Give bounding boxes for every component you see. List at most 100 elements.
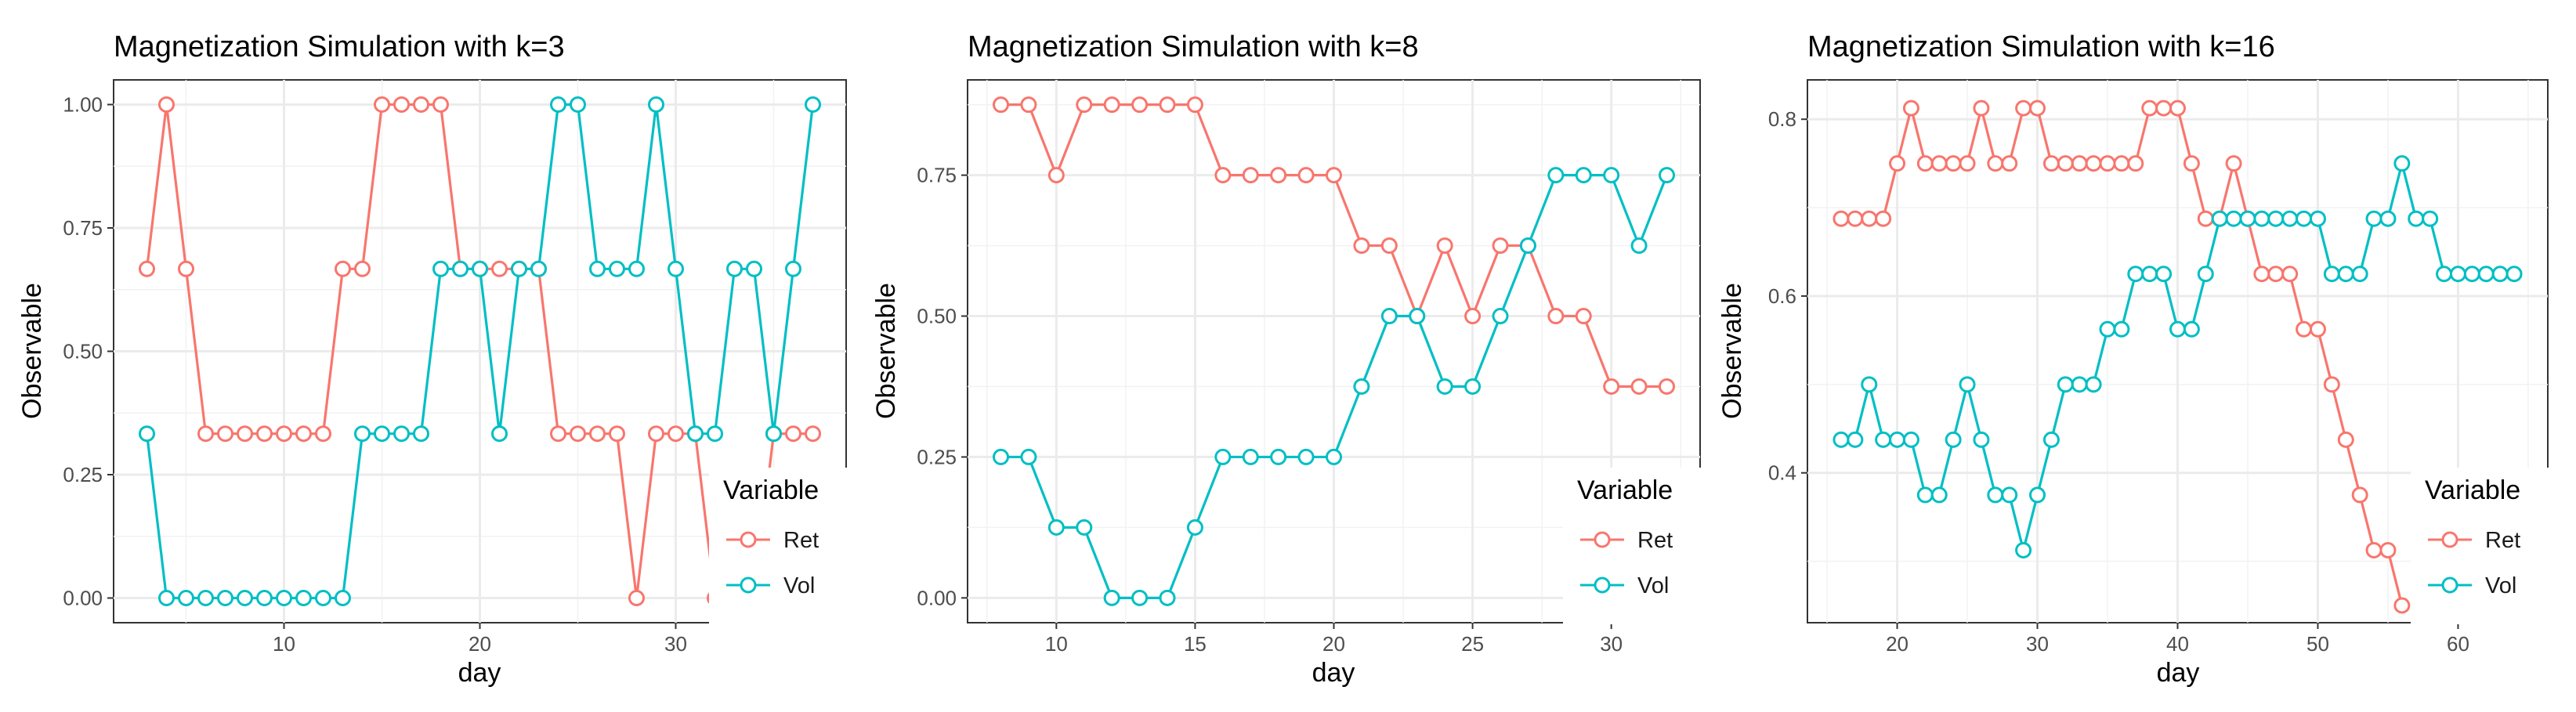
- data-point-ret: [1103, 96, 1120, 114]
- y-tick-label: 0.25: [917, 445, 957, 468]
- y-tick-label: 0.50: [917, 305, 957, 328]
- data-point-ret: [178, 260, 194, 277]
- data-point-vol: [1103, 589, 1120, 606]
- data-point-vol: [1902, 431, 1919, 448]
- data-point-vol: [1987, 486, 2004, 504]
- data-point-ret: [2001, 155, 2018, 172]
- legend-label-vol: Vol: [2485, 573, 2516, 598]
- data-point-vol: [472, 260, 488, 277]
- data-point-vol: [1076, 519, 1093, 536]
- data-point-ret: [2155, 99, 2173, 117]
- data-point-vol: [139, 425, 155, 443]
- chart-title: Magnetization Simulation with k=8: [968, 31, 1419, 63]
- data-point-vol: [295, 590, 312, 606]
- x-tick-label: 50: [2306, 632, 2329, 656]
- data-point-ret: [2281, 266, 2299, 283]
- data-point-vol: [2281, 210, 2299, 227]
- x-ticks: 10 20 30: [273, 623, 687, 656]
- y-tick-label: 0.75: [917, 164, 957, 187]
- data-point-ret: [1973, 99, 1990, 117]
- data-point-vol: [668, 260, 684, 277]
- data-point-vol: [1519, 237, 1536, 255]
- data-point-vol: [1930, 486, 1948, 504]
- legend-label-ret: Ret: [1637, 528, 1673, 553]
- data-point-vol: [276, 590, 292, 606]
- data-point-vol: [2001, 486, 2018, 504]
- x-tick-label: 60: [2447, 632, 2469, 656]
- data-point-vol: [511, 260, 527, 277]
- data-point-ret: [2351, 486, 2368, 504]
- panel-k3: Magnetization Simulation with k=3 10 20 30…: [17, 31, 850, 688]
- data-point-vol: [1833, 431, 1850, 448]
- data-point-vol: [2015, 541, 2032, 558]
- data-point-ret: [1833, 210, 1850, 227]
- data-point-vol: [354, 425, 371, 443]
- data-point-vol: [1847, 431, 1864, 448]
- legend: Variable Ret Vol: [2411, 468, 2552, 624]
- data-point-ret: [2225, 155, 2242, 172]
- data-point-vol: [2225, 210, 2242, 227]
- data-point-vol: [1353, 378, 1370, 395]
- x-tick-label: 15: [1184, 632, 1207, 656]
- data-point-ret: [354, 260, 371, 277]
- y-axis-label: Observable: [17, 283, 47, 419]
- data-point-vol: [1214, 448, 1232, 465]
- data-point-vol: [2422, 210, 2439, 227]
- data-point-ret: [2042, 155, 2060, 172]
- data-point-vol: [2071, 376, 2088, 393]
- data-point-ret: [374, 96, 390, 113]
- data-point-ret: [491, 260, 508, 277]
- legend-label-vol: Vol: [783, 573, 815, 598]
- data-point-ret: [1547, 308, 1565, 325]
- data-point-ret: [432, 96, 449, 113]
- data-point-ret: [2015, 99, 2032, 117]
- data-point-ret: [785, 425, 801, 443]
- x-tick-label: 20: [469, 632, 491, 656]
- y-tick-label: 0.75: [63, 216, 103, 240]
- data-point-ret: [2253, 266, 2270, 283]
- data-point-vol: [2491, 266, 2509, 283]
- data-point-vol: [2463, 266, 2480, 283]
- data-point-vol: [2393, 155, 2411, 172]
- data-point-ret: [1902, 99, 1919, 117]
- data-point-ret: [648, 425, 664, 443]
- data-point-ret: [1861, 210, 1878, 227]
- data-point-ret: [2379, 541, 2397, 558]
- data-point-vol: [1297, 448, 1315, 465]
- data-point-ret: [393, 96, 410, 113]
- data-point-vol: [2296, 210, 2313, 227]
- data-point-ret: [2323, 376, 2340, 393]
- data-point-vol: [2267, 210, 2285, 227]
- data-point-ret: [2141, 99, 2158, 117]
- data-point-vol: [2042, 431, 2060, 448]
- legend-key-vol-point: [740, 576, 757, 594]
- legend-key-ret-point: [2441, 531, 2458, 548]
- data-point-ret: [1242, 167, 1259, 184]
- y-tick-label: 0.4: [1768, 461, 1796, 485]
- y-tick-label: 0.25: [63, 463, 103, 486]
- data-point-vol: [1575, 167, 1592, 184]
- data-point-ret: [2183, 155, 2200, 172]
- data-point-vol: [2211, 210, 2228, 227]
- data-point-vol: [1889, 431, 1906, 448]
- data-point-vol: [2323, 266, 2340, 283]
- data-point-ret: [197, 425, 214, 443]
- x-tick-label: 20: [1886, 632, 1908, 656]
- data-point-ret: [1186, 96, 1203, 114]
- data-point-ret: [1847, 210, 1864, 227]
- data-point-vol: [1875, 431, 1892, 448]
- data-point-ret: [1959, 155, 1976, 172]
- data-point-vol: [628, 260, 645, 277]
- data-point-vol: [2408, 210, 2425, 227]
- data-point-vol: [1945, 431, 1962, 448]
- data-point-ret: [1875, 210, 1892, 227]
- data-point-vol: [1242, 448, 1259, 465]
- chart-title: Magnetization Simulation with k=3: [114, 31, 565, 63]
- data-point-ret: [1659, 378, 1675, 395]
- data-point-vol: [609, 260, 625, 277]
- data-point-vol: [1659, 167, 1675, 184]
- data-point-vol: [746, 260, 762, 277]
- data-point-ret: [2337, 431, 2354, 448]
- y-axis-label: Observable: [1717, 283, 1747, 419]
